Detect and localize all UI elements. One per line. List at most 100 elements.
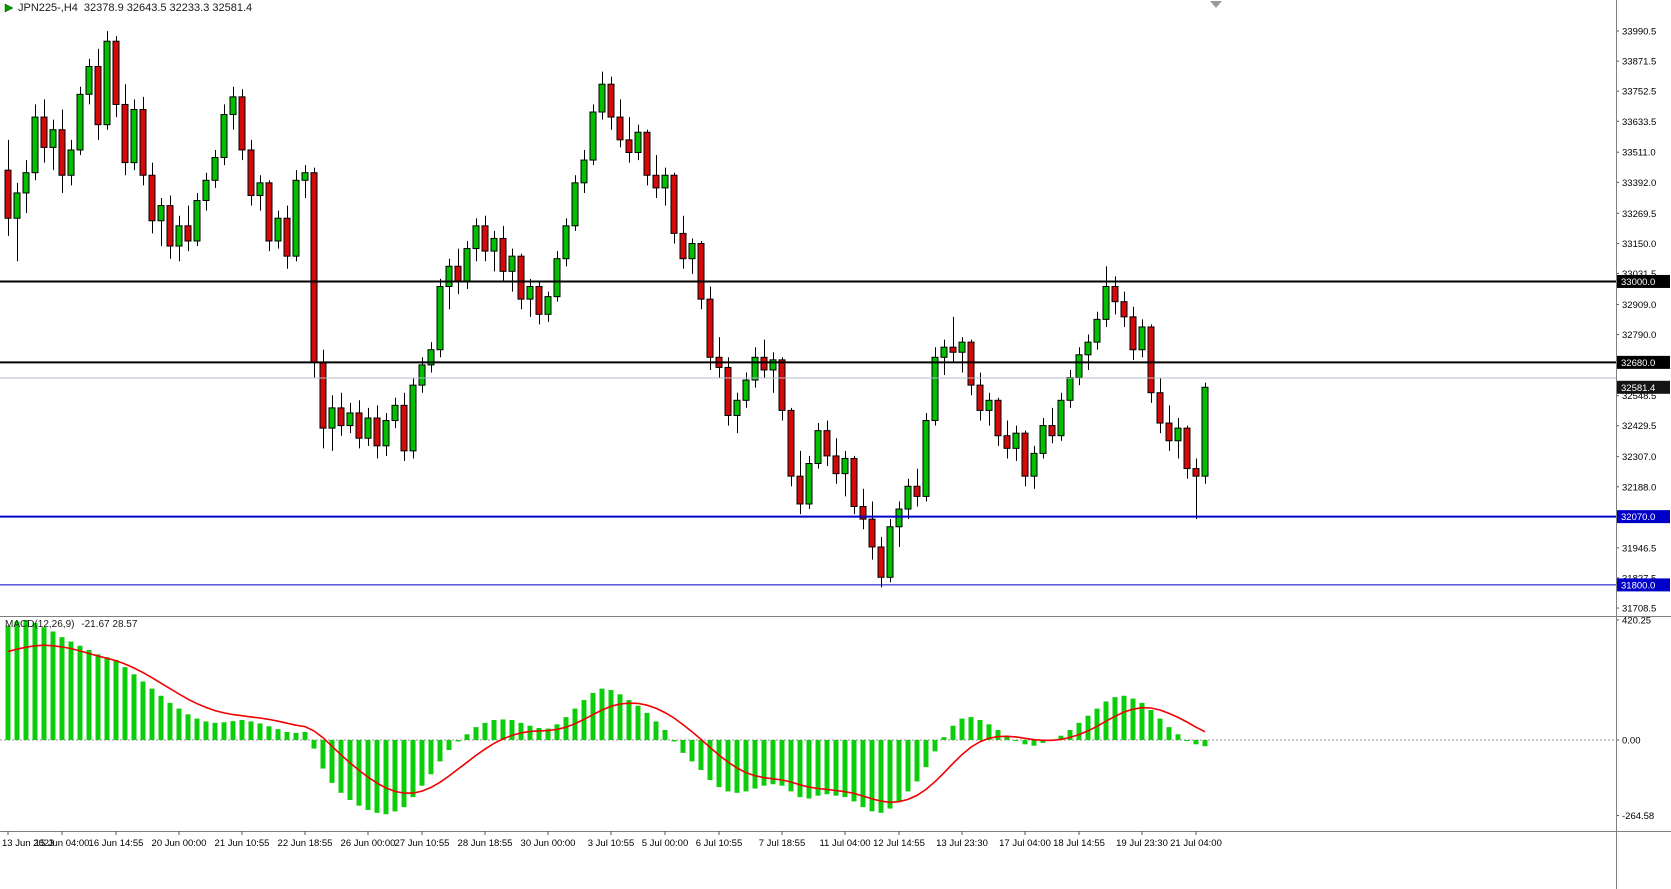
macd-histogram-bar xyxy=(563,717,569,740)
time-tick-label: 7 Jul 18:55 xyxy=(759,838,805,849)
candle-body xyxy=(1003,435,1011,449)
candle-body xyxy=(1084,341,1092,356)
macd-histogram-bar xyxy=(248,721,254,740)
macd-histogram-bar xyxy=(455,740,461,742)
price-tick-label: 31708.5 xyxy=(1622,604,1656,615)
macd-histogram-bar xyxy=(734,740,740,793)
macd-histogram-bar xyxy=(554,724,560,740)
candle-body xyxy=(850,457,858,508)
time-tick-label: 21 Jul 04:00 xyxy=(1170,838,1222,849)
macd-pane: 420.25 0.00 -264.58 xyxy=(0,615,1654,822)
candle-body xyxy=(1048,425,1056,437)
hline-badge[interactable] xyxy=(1617,510,1670,524)
candle-body xyxy=(877,546,885,578)
candle-body xyxy=(292,179,300,257)
candle-body xyxy=(499,237,507,272)
macd-histogram-bar xyxy=(752,740,758,789)
candle-body xyxy=(1138,326,1146,351)
macd-histogram-bar xyxy=(365,740,371,810)
candle-body xyxy=(706,298,714,358)
candle-body xyxy=(310,172,318,363)
candle-body xyxy=(121,103,129,164)
macd-histogram-bar xyxy=(914,740,920,782)
chart-shift-marker-icon[interactable] xyxy=(1210,1,1222,8)
macd-histogram-bar xyxy=(500,719,506,740)
time-tick-label: 12 Jul 14:55 xyxy=(873,838,925,849)
candles-layer xyxy=(4,31,1209,588)
candle-body xyxy=(31,116,39,174)
macd-histogram-bar xyxy=(1184,740,1190,741)
candle-body xyxy=(976,384,984,411)
macd-histogram-bar xyxy=(995,730,1001,740)
candle-body xyxy=(823,430,831,457)
macd-name: MACD(12,26,9) xyxy=(5,619,75,630)
candle-body xyxy=(454,265,462,282)
candle-body xyxy=(1156,392,1164,424)
candle-body xyxy=(1165,422,1173,442)
macd-histogram-bar xyxy=(482,722,488,740)
macd-indicator-label: MACD(12,26,9) -21.67 28.57 xyxy=(5,619,137,630)
macd-histogram-bar xyxy=(644,712,650,740)
price-tick-label: 33150.0 xyxy=(1622,239,1656,250)
macd-histogram-bar xyxy=(923,740,929,768)
macd-histogram-bar xyxy=(1004,735,1010,740)
macd-histogram-bar xyxy=(833,740,839,796)
macd-histogram-bar xyxy=(347,740,353,800)
candle-body xyxy=(616,116,624,141)
macd-histogram-bar xyxy=(77,645,83,740)
macd-histogram-bar xyxy=(941,737,947,740)
macd-values: -21.67 28.57 xyxy=(81,619,138,630)
macd-histogram-bar xyxy=(851,740,857,802)
candle-body xyxy=(175,225,183,247)
candle-body xyxy=(544,296,552,315)
macd-histogram-bar xyxy=(1175,734,1181,740)
macd-histogram-bar xyxy=(491,720,497,740)
macd-histogram-bar xyxy=(14,621,20,740)
candle-body xyxy=(130,108,138,164)
macd-histogram-bar xyxy=(968,717,974,740)
macd-histogram-bar xyxy=(185,714,191,740)
hline-badge[interactable] xyxy=(1617,355,1670,369)
candle-body xyxy=(814,430,822,465)
macd-histogram-bar xyxy=(1121,695,1127,740)
candle-body xyxy=(688,243,696,260)
candle-body xyxy=(904,485,912,510)
macd-histogram-bar xyxy=(617,694,623,740)
macd-histogram-bar xyxy=(86,650,92,740)
price-tick-label: 31946.5 xyxy=(1622,543,1656,554)
macd-histogram-bar xyxy=(797,740,803,798)
candle-body xyxy=(661,174,669,189)
hline-badge-label: 33000.0 xyxy=(1621,277,1655,288)
candle-body xyxy=(4,169,12,219)
macd-histogram-bar xyxy=(1076,722,1082,740)
time-tick-label: 28 Jun 18:55 xyxy=(458,838,513,849)
candle-body xyxy=(796,475,804,505)
candle-body xyxy=(751,356,759,381)
macd-histogram-bar xyxy=(5,625,11,740)
time-tick-label: 26 Jun 00:00 xyxy=(341,838,396,849)
candle-body xyxy=(463,248,471,282)
candle-body xyxy=(1174,427,1182,442)
candle-body xyxy=(1039,425,1047,454)
candle-body xyxy=(598,83,606,113)
hline-badge[interactable] xyxy=(1617,274,1670,288)
candle-body xyxy=(886,526,894,578)
candle-body xyxy=(1021,432,1029,477)
macd-histogram-bar xyxy=(932,740,938,752)
macd-histogram-bar xyxy=(275,729,281,740)
time-axis-bg[interactable] xyxy=(0,832,1616,889)
macd-histogram-bar xyxy=(689,740,695,762)
candle-body xyxy=(679,232,687,260)
candle-body xyxy=(760,356,768,371)
macd-histogram-bar xyxy=(302,732,308,740)
candle-body xyxy=(607,83,615,118)
macd-histogram-bar xyxy=(1202,740,1208,747)
candle-body xyxy=(283,217,291,257)
candle-body xyxy=(778,359,786,411)
candle-body xyxy=(139,108,147,176)
hline-badge[interactable] xyxy=(1617,578,1670,592)
expand-arrow-icon[interactable] xyxy=(4,3,14,13)
candle-body xyxy=(859,506,867,520)
